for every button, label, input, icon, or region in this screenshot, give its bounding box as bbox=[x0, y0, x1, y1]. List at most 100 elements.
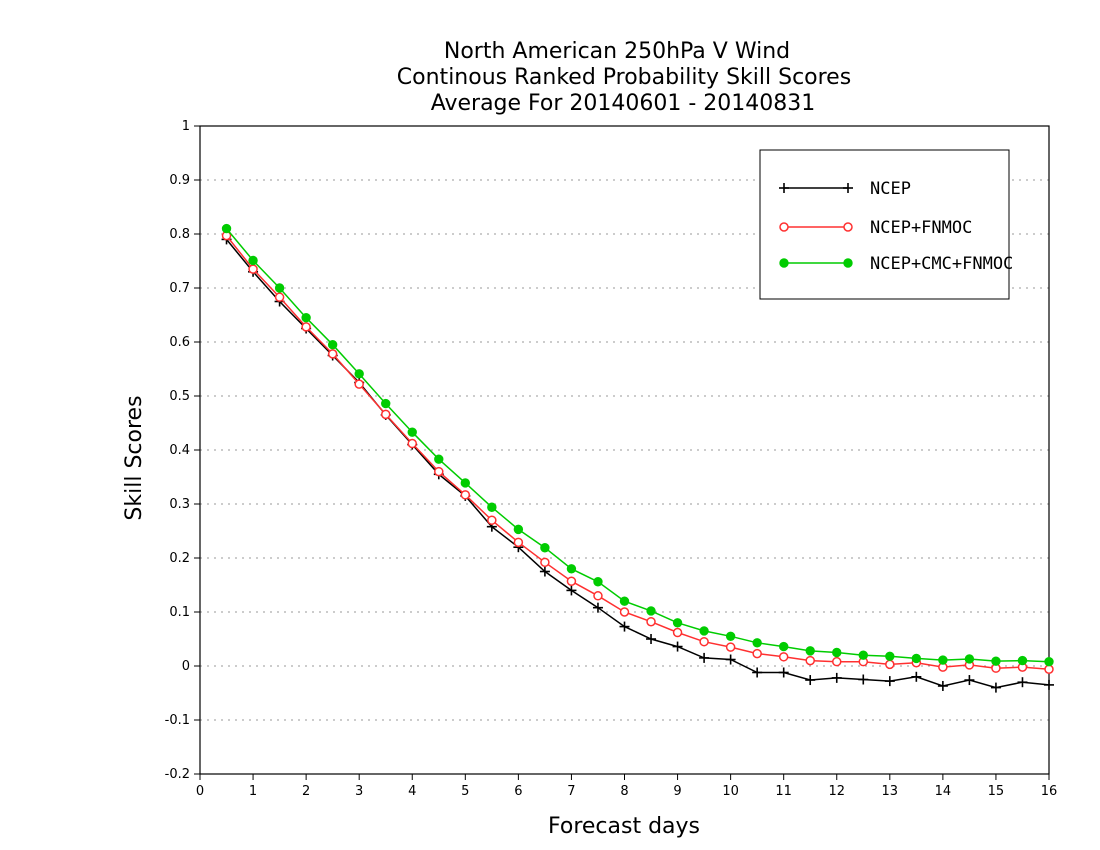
data-point bbox=[672, 641, 683, 652]
y-tick-label: 0.7 bbox=[169, 281, 190, 296]
legend-entry-0: NCEP bbox=[779, 179, 911, 199]
data-point bbox=[725, 654, 736, 665]
data-point bbox=[593, 577, 603, 587]
y-tick-label: 0.5 bbox=[169, 389, 190, 404]
data-point bbox=[540, 557, 550, 568]
data-point bbox=[964, 675, 975, 686]
data-point bbox=[832, 647, 842, 658]
y-tick-label: -0.2 bbox=[165, 767, 190, 782]
y-tick-label: 0.3 bbox=[169, 497, 190, 512]
data-series bbox=[221, 223, 1054, 693]
data-point bbox=[885, 651, 895, 661]
series-2 bbox=[221, 223, 1054, 667]
x-tick-label: 12 bbox=[828, 784, 845, 799]
legend-label: NCEP bbox=[870, 179, 911, 199]
data-point bbox=[990, 682, 1001, 693]
legend-marker bbox=[843, 183, 853, 193]
data-point bbox=[991, 656, 1001, 666]
data-point bbox=[354, 379, 364, 389]
data-point bbox=[831, 672, 842, 683]
y-tick-label: 0 bbox=[182, 659, 190, 674]
y-tick-label: 1 bbox=[182, 119, 190, 134]
series-line bbox=[225, 235, 1050, 670]
x-tick-label: 5 bbox=[461, 784, 469, 799]
legend-entry-1: NCEP+FNMOC bbox=[779, 218, 972, 238]
data-point bbox=[434, 454, 444, 464]
legend-box bbox=[759, 149, 1010, 300]
y-tick-label: 0.9 bbox=[169, 173, 190, 188]
series-line bbox=[225, 238, 1050, 689]
data-point bbox=[327, 349, 338, 359]
x-tick-label: 4 bbox=[408, 784, 416, 799]
x-tick-label: 13 bbox=[882, 784, 899, 799]
data-point bbox=[407, 427, 417, 437]
legend-marker bbox=[843, 222, 853, 232]
data-point bbox=[805, 675, 816, 686]
data-point bbox=[540, 543, 550, 553]
legend-entry-2: NCEP+CMC+FNMOC bbox=[779, 254, 1013, 274]
series-0 bbox=[221, 234, 1054, 693]
x-tick-label: 10 bbox=[722, 784, 739, 799]
data-point bbox=[1044, 656, 1054, 667]
legend-marker bbox=[843, 258, 853, 268]
data-point bbox=[566, 564, 577, 574]
series-1 bbox=[221, 230, 1054, 674]
data-point bbox=[381, 398, 391, 409]
x-tick-label: 1 bbox=[249, 784, 257, 799]
data-point bbox=[911, 653, 922, 664]
data-point bbox=[805, 655, 815, 666]
y-tick-label: 0.4 bbox=[169, 443, 190, 458]
data-point bbox=[1044, 679, 1054, 690]
data-point bbox=[885, 659, 895, 670]
data-point bbox=[725, 631, 736, 641]
data-point bbox=[460, 490, 471, 500]
x-tick-label: 15 bbox=[988, 784, 1005, 799]
data-point bbox=[248, 264, 258, 274]
title-line-2: Continous Ranked Probability Skill Score… bbox=[397, 65, 851, 90]
data-point bbox=[858, 650, 868, 660]
data-point bbox=[487, 502, 497, 512]
data-point bbox=[672, 627, 683, 638]
data-point bbox=[725, 642, 736, 652]
legend-marker bbox=[779, 183, 789, 193]
data-point bbox=[752, 648, 762, 659]
data-point bbox=[1017, 655, 1028, 666]
title-line-3: Average For 20140601 - 20140831 bbox=[431, 91, 816, 116]
data-point bbox=[699, 626, 709, 636]
data-point bbox=[1017, 677, 1028, 688]
data-point bbox=[619, 596, 630, 606]
data-point bbox=[592, 602, 603, 613]
data-point bbox=[832, 656, 842, 667]
y-axis-ticks: -0.2 -0.1 0 0.1 0.2 0.3 0.4 0.5 0.6 0.7 0.8 0.9 1 bbox=[165, 119, 200, 782]
x-tick-label: 3 bbox=[355, 784, 363, 799]
data-point bbox=[858, 674, 869, 685]
data-point bbox=[221, 223, 232, 234]
x-tick-label: 2 bbox=[302, 784, 310, 799]
data-point bbox=[884, 676, 895, 687]
data-point bbox=[380, 409, 391, 420]
y-tick-label: 0.8 bbox=[169, 227, 190, 242]
title-line-1: North American 250hPa V Wind bbox=[444, 39, 790, 64]
x-tick-label: 14 bbox=[935, 784, 952, 799]
data-point bbox=[566, 585, 577, 596]
chart-title: North American 250hPa V Wind Continous R… bbox=[397, 39, 851, 116]
x-tick-label: 6 bbox=[514, 784, 522, 799]
legend-label: NCEP+FNMOC bbox=[870, 218, 972, 238]
data-point bbox=[593, 591, 603, 601]
x-tick-label: 7 bbox=[567, 784, 575, 799]
x-tick-label: 11 bbox=[775, 784, 792, 799]
data-point bbox=[938, 655, 948, 665]
data-point bbox=[619, 607, 630, 617]
data-point bbox=[513, 537, 524, 548]
data-point bbox=[937, 680, 948, 691]
x-tick-label: 9 bbox=[673, 784, 681, 799]
data-point bbox=[646, 634, 657, 644]
legend: NCEP NCEP+FNMOC NCEP+CMC+FNMOC bbox=[759, 149, 1013, 300]
data-point bbox=[911, 671, 922, 682]
data-point bbox=[513, 524, 524, 535]
data-point bbox=[699, 652, 710, 663]
y-tick-label: 0.2 bbox=[169, 551, 190, 566]
legend-marker bbox=[779, 258, 789, 268]
data-point bbox=[752, 638, 762, 648]
